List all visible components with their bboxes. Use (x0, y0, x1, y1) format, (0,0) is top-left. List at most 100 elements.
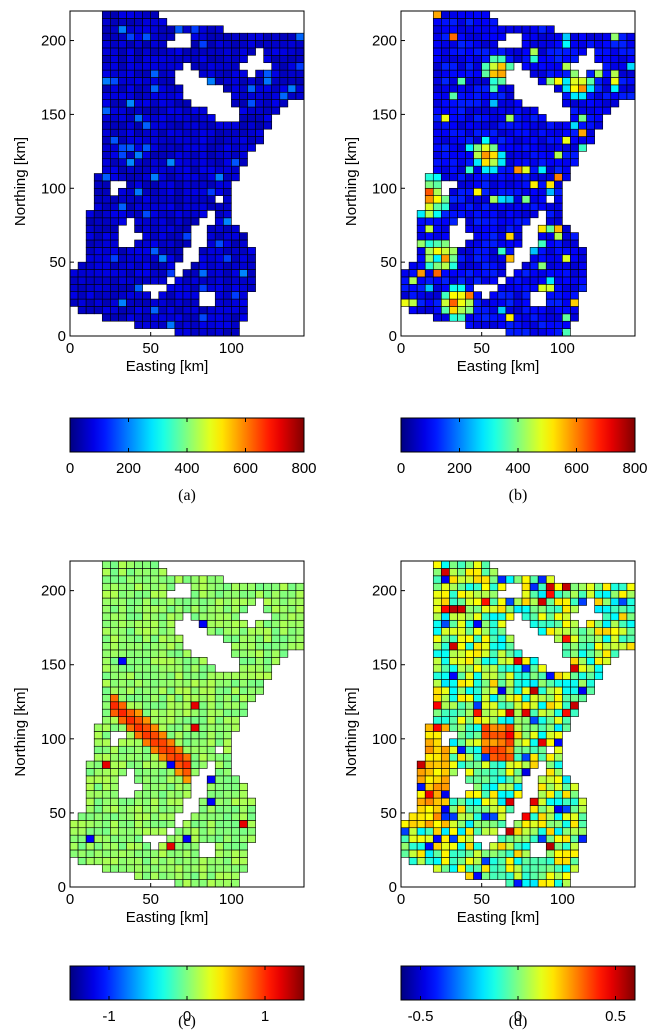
heatmap-cell (271, 612, 281, 621)
heatmap-cell (521, 143, 531, 152)
heatmap-cell (497, 612, 507, 621)
heatmap-cell (206, 261, 216, 270)
heatmap-cell (271, 582, 281, 591)
heatmap-cell (529, 716, 539, 725)
heatmap-cell (110, 114, 119, 123)
heatmap-cell (190, 32, 200, 41)
heatmap-cell (214, 62, 224, 71)
heatmap-cell (481, 106, 491, 115)
heatmap-cell (190, 768, 200, 777)
heatmap-cell (150, 590, 160, 599)
heatmap-cell (610, 642, 620, 651)
heatmap-cell (166, 173, 176, 182)
heatmap-cell (255, 106, 264, 115)
heatmap-cell (158, 768, 168, 777)
heatmap-cell (594, 664, 604, 673)
heatmap-cell (166, 782, 176, 791)
heatmap-cell (239, 232, 248, 241)
heatmap-cell (457, 857, 466, 866)
heatmap-cell (239, 254, 248, 263)
heatmap-cell (166, 283, 176, 292)
heatmap-cell (239, 32, 248, 41)
heatmap-cell (182, 313, 192, 322)
heatmap-cell (481, 812, 491, 821)
heatmap-cell (449, 84, 458, 93)
heatmap-cell (481, 210, 491, 219)
heatmap-cell (182, 605, 192, 614)
heatmap-cell (497, 797, 507, 806)
heatmap-cell (150, 797, 160, 806)
heatmap-cell (247, 121, 256, 130)
heatmap-cell (545, 283, 555, 292)
heatmap-cell (481, 820, 491, 829)
heatmap-cell (562, 797, 571, 806)
heatmap-cell (610, 649, 620, 658)
heatmap-cell (489, 291, 499, 300)
heatmap-cell (158, 254, 168, 263)
heatmap-cell (537, 782, 547, 791)
heatmap-cell (570, 106, 579, 115)
colorbar-tick-label: 400 (174, 460, 199, 477)
heatmap-cell (150, 306, 160, 315)
heatmap-cell (441, 582, 450, 591)
colorbar-tick-label: 600 (564, 460, 589, 477)
heatmap-cell (562, 91, 571, 100)
heatmap-cell (513, 47, 523, 56)
heatmap-cell (110, 612, 119, 621)
heatmap-cell (570, 84, 579, 93)
heatmap-cell (570, 32, 579, 41)
heatmap-cell (126, 738, 135, 747)
heatmap-cell (231, 716, 240, 725)
heatmap-cell (489, 25, 499, 34)
heatmap-cell (126, 254, 135, 263)
heatmap-cell (570, 619, 579, 628)
heatmap-cell (537, 69, 547, 78)
heatmap-cell (481, 738, 491, 747)
heatmap-cell (118, 590, 127, 599)
heatmap-cell (198, 812, 208, 821)
heatmap-cell (214, 291, 224, 300)
heatmap-cell (570, 254, 579, 263)
heatmap-cell (77, 276, 87, 285)
heatmap-cell (481, 857, 491, 866)
heatmap-cell (110, 605, 119, 614)
heatmap-cell (586, 99, 595, 108)
heatmap-cell (432, 590, 442, 599)
heatmap-cell (206, 195, 216, 204)
heatmap-cell (465, 84, 474, 93)
heatmap-cell (481, 657, 491, 666)
heatmap-cell (465, 679, 474, 688)
heatmap-cell (214, 679, 224, 688)
heatmap-cell (142, 180, 151, 189)
heatmap-cell (190, 590, 200, 599)
x-tick-label: 0 (66, 340, 74, 357)
heatmap-cell (118, 597, 127, 606)
heatmap-cell (545, 247, 555, 256)
heatmap-cell (457, 69, 466, 78)
heatmap-cell (408, 849, 418, 858)
heatmap-cell (513, 195, 523, 204)
heatmap-cell (239, 619, 248, 628)
heatmap-cell (206, 173, 216, 182)
panel-caption: (c) (178, 1013, 196, 1030)
heatmap-cell (126, 180, 135, 189)
heatmap-cell (521, 871, 531, 880)
heatmap-cell (416, 254, 426, 263)
heatmap-cell (85, 247, 95, 256)
heatmap-cell (537, 165, 547, 174)
heatmap-cell (441, 283, 450, 292)
heatmap-cell (562, 857, 571, 866)
heatmap-cell (408, 283, 418, 292)
heatmap-cell (118, 77, 127, 86)
heatmap-cell (554, 582, 563, 591)
heatmap-cell (287, 605, 297, 614)
heatmap-cell (239, 99, 248, 108)
heatmap-cell (190, 842, 200, 851)
heatmap-cell (101, 864, 111, 873)
heatmap-cell (247, 664, 256, 673)
heatmap-cell (142, 276, 151, 285)
heatmap-cell (247, 642, 256, 651)
heatmap-cell (473, 649, 482, 658)
heatmap-cell (441, 842, 450, 851)
heatmap-cell (449, 136, 458, 145)
